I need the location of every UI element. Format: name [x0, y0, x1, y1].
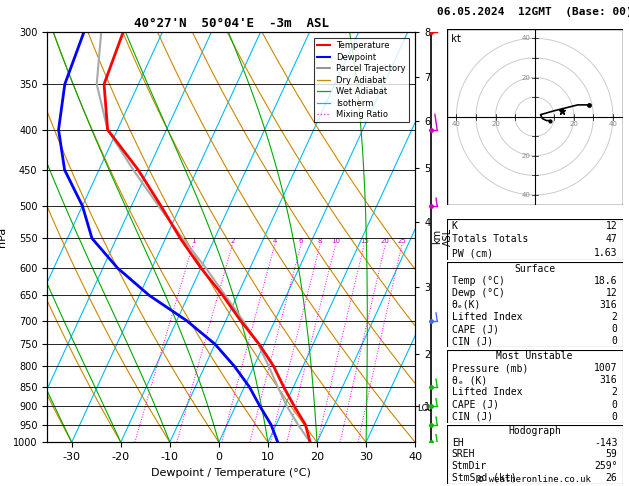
Text: 1007: 1007 — [594, 363, 618, 373]
Text: θₑ (K): θₑ (K) — [452, 375, 487, 385]
Title: 40°27'N  50°04'E  -3m  ASL: 40°27'N 50°04'E -3m ASL — [133, 17, 329, 31]
Text: 06.05.2024  12GMT  (Base: 00): 06.05.2024 12GMT (Base: 00) — [437, 7, 629, 17]
Text: 26: 26 — [606, 473, 618, 483]
Text: Lifted Index: Lifted Index — [452, 387, 522, 398]
Text: 12: 12 — [606, 288, 618, 298]
Text: 20: 20 — [569, 121, 578, 126]
Text: 316: 316 — [600, 300, 618, 310]
Text: © weatheronline.co.uk: © weatheronline.co.uk — [478, 474, 591, 484]
Text: CIN (J): CIN (J) — [452, 412, 493, 422]
Text: θₑ(K): θₑ(K) — [452, 300, 481, 310]
Text: 316: 316 — [600, 375, 618, 385]
Text: 4: 4 — [272, 239, 277, 244]
Text: 1.63: 1.63 — [594, 248, 618, 258]
Legend: Temperature, Dewpoint, Parcel Trajectory, Dry Adiabat, Wet Adiabat, Isotherm, Mi: Temperature, Dewpoint, Parcel Trajectory… — [314, 38, 409, 122]
Text: Surface: Surface — [514, 263, 555, 274]
Text: StmDir: StmDir — [452, 461, 487, 471]
Text: 40: 40 — [608, 121, 617, 126]
Text: -143: -143 — [594, 438, 618, 448]
Y-axis label: km
ASL: km ASL — [431, 228, 454, 246]
Text: 0: 0 — [611, 336, 618, 347]
Text: 47: 47 — [606, 234, 618, 244]
Text: Totals Totals: Totals Totals — [452, 234, 528, 244]
Text: LCL: LCL — [417, 404, 432, 413]
Text: 10: 10 — [331, 239, 340, 244]
Text: Temp (°C): Temp (°C) — [452, 276, 504, 286]
Text: CAPE (J): CAPE (J) — [452, 399, 499, 410]
Text: Pressure (mb): Pressure (mb) — [452, 363, 528, 373]
Text: CAPE (J): CAPE (J) — [452, 324, 499, 334]
Text: SREH: SREH — [452, 450, 476, 459]
Text: 12: 12 — [606, 221, 618, 230]
Text: 18.6: 18.6 — [594, 276, 618, 286]
Text: kt: kt — [450, 35, 462, 44]
Text: Most Unstable: Most Unstable — [496, 351, 573, 361]
Y-axis label: hPa: hPa — [0, 227, 8, 247]
Text: 59: 59 — [606, 450, 618, 459]
Text: 259°: 259° — [594, 461, 618, 471]
Text: 2: 2 — [611, 312, 618, 322]
Text: K: K — [452, 221, 458, 230]
Text: Hodograph: Hodograph — [508, 426, 561, 436]
Text: PW (cm): PW (cm) — [452, 248, 493, 258]
Text: Dewp (°C): Dewp (°C) — [452, 288, 504, 298]
Text: 0: 0 — [611, 399, 618, 410]
Text: 15: 15 — [360, 239, 369, 244]
Text: Lifted Index: Lifted Index — [452, 312, 522, 322]
Text: 20: 20 — [381, 239, 390, 244]
Text: 20: 20 — [522, 153, 531, 159]
Text: 20: 20 — [522, 74, 531, 81]
Text: 40: 40 — [522, 192, 531, 198]
Text: 1: 1 — [191, 239, 195, 244]
Text: 0: 0 — [611, 412, 618, 422]
Text: 2: 2 — [611, 387, 618, 398]
Text: 2: 2 — [230, 239, 235, 244]
Text: 0: 0 — [611, 324, 618, 334]
Text: StmSpd (kt): StmSpd (kt) — [452, 473, 516, 483]
Text: CIN (J): CIN (J) — [452, 336, 493, 347]
Text: 40: 40 — [452, 121, 461, 126]
Text: 6: 6 — [299, 239, 303, 244]
Text: 8: 8 — [318, 239, 323, 244]
X-axis label: Dewpoint / Temperature (°C): Dewpoint / Temperature (°C) — [151, 468, 311, 478]
Text: EH: EH — [452, 438, 464, 448]
Text: 40: 40 — [522, 35, 531, 41]
Text: 25: 25 — [398, 239, 406, 244]
Text: 20: 20 — [491, 121, 500, 126]
